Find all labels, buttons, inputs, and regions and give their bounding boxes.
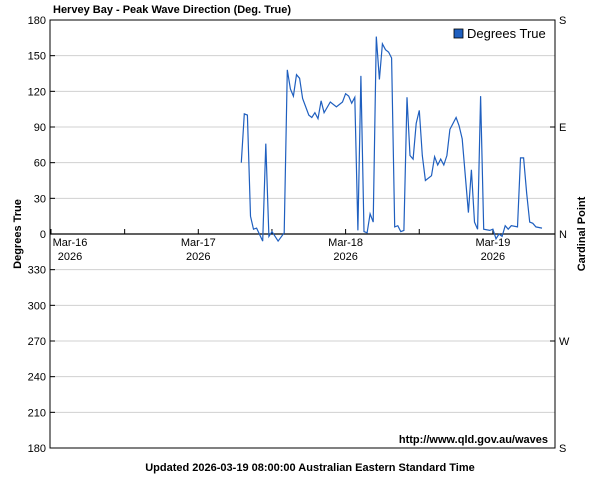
y-axis-label: Degrees True — [12, 199, 24, 269]
y-tick-label: 240 — [28, 372, 46, 384]
y2-tick-label: N — [559, 229, 567, 241]
y2-tick-label: W — [559, 336, 570, 348]
y-tick-label: 180 — [28, 443, 46, 455]
axes: 1801501209060300330300270240210180SENWSM… — [28, 15, 570, 455]
y-tick-label: 120 — [28, 86, 46, 98]
series-line-degrees-true — [240, 36, 543, 243]
y-tick-label: 30 — [34, 193, 46, 205]
y-tick-label: 150 — [28, 51, 46, 63]
y-tick-label: 300 — [28, 300, 46, 312]
legend-swatch — [453, 28, 464, 39]
grid — [50, 55, 555, 413]
x-tick-year: 2026 — [481, 251, 505, 263]
updated-footer: Updated 2026-03-19 08:00:00 Australian E… — [145, 462, 475, 474]
x-tick-year: 2026 — [186, 251, 210, 263]
y2-tick-label: S — [559, 15, 566, 27]
y2-tick-label: E — [559, 122, 566, 134]
y-tick-label: 90 — [34, 122, 46, 134]
legend: Degrees True — [453, 26, 546, 41]
y-tick-label: 60 — [34, 158, 46, 170]
source-url: http://www.qld.gov.au/waves — [399, 434, 548, 446]
y-tick-label: 210 — [28, 407, 46, 419]
x-tick-year: 2026 — [333, 251, 357, 263]
x-tick-label: Mar-19 — [475, 237, 510, 249]
y2-tick-label: S — [559, 443, 566, 455]
legend-label: Degrees True — [467, 26, 546, 41]
x-tick-year: 2026 — [58, 251, 82, 263]
chart-title: Hervey Bay - Peak Wave Direction (Deg. T… — [53, 4, 291, 16]
x-tick-label: Mar-17 — [181, 237, 216, 249]
y-tick-label: 0 — [40, 229, 46, 241]
y-tick-label: 270 — [28, 336, 46, 348]
y2-axis-label: Cardinal Point — [576, 196, 588, 271]
y-tick-label: 330 — [28, 265, 46, 277]
x-tick-label: Mar-16 — [53, 237, 88, 249]
series — [240, 36, 543, 243]
y-tick-label: 180 — [28, 15, 46, 27]
x-tick-label: Mar-18 — [328, 237, 363, 249]
